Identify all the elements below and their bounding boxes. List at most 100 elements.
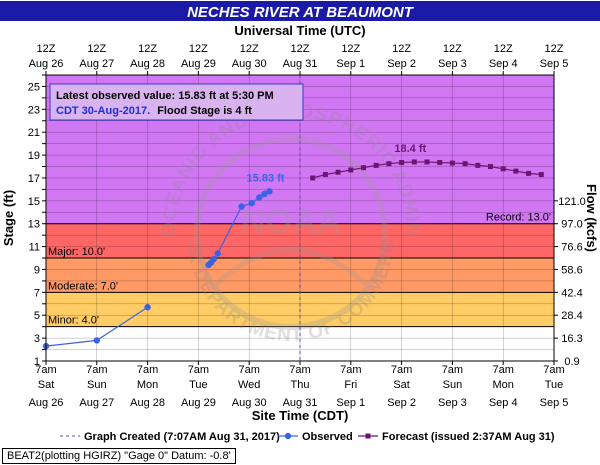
- left-tick-label: 13: [28, 219, 40, 231]
- bottom-tick-day: Wed: [238, 379, 260, 391]
- svg-text:CDT 30-Aug-2017. Flood S: CDT 30-Aug-2017. Flood Stage is 4 ft: [56, 105, 252, 117]
- right-tick-label: 121.0: [558, 196, 586, 208]
- top-tick-label: 12Z: [291, 43, 310, 55]
- forecast-point: [449, 160, 455, 166]
- forecast-point: [500, 166, 506, 172]
- top-tick-date: Aug 29: [181, 58, 216, 70]
- left-tick-label: 11: [29, 242, 40, 254]
- bottom-tick-time: 7am: [86, 364, 107, 376]
- forecast-point: [462, 161, 468, 167]
- info-box-date: CDT 30-Aug-2017.: [56, 105, 150, 117]
- bottom-tick-day: Thu: [291, 379, 310, 391]
- bottom-tick-date: Aug 29: [181, 397, 216, 409]
- right-tick-label: 97.0: [561, 219, 582, 231]
- forecast-point: [411, 159, 417, 165]
- bottom-tick-day: Tue: [189, 379, 208, 391]
- bottom-tick-date: Sep 3: [438, 397, 467, 409]
- bottom-tick-day: Mon: [137, 379, 158, 391]
- forecast-point: [424, 159, 430, 165]
- bottom-tick-day: Fri: [344, 379, 357, 391]
- right-tick-label: 0.9: [564, 356, 579, 368]
- bottom-tick-time: 7am: [340, 364, 361, 376]
- bottom-tick-day: Sat: [38, 379, 55, 391]
- legend-observed: Observed: [302, 431, 353, 443]
- forecast-point: [348, 167, 354, 173]
- left-tick-label: 25: [28, 81, 40, 93]
- right-tick-label: 28.4: [561, 310, 582, 322]
- observed-point: [261, 190, 268, 198]
- left-tick-label: 5: [34, 310, 40, 322]
- observed-point: [214, 250, 221, 257]
- observed-point: [238, 203, 245, 210]
- top-tick-date: Aug 28: [130, 58, 165, 70]
- bottom-tick-time: 7am: [543, 364, 564, 376]
- bottom-tick-time: 7am: [188, 364, 209, 376]
- top-tick-label: 12Z: [87, 43, 106, 55]
- forecast-point: [373, 162, 379, 168]
- bottom-tick-time: 7am: [391, 364, 412, 376]
- right-tick-label: 42.4: [561, 287, 582, 299]
- title-bar: [0, 1, 600, 21]
- left-tick-label: 3: [34, 333, 40, 345]
- forecast-point: [335, 169, 341, 175]
- left-tick-label: 1: [34, 356, 40, 368]
- top-axis-title: Universal Time (UTC): [234, 23, 365, 38]
- threshold-label-record: Record: 13.0': [486, 212, 551, 224]
- right-tick-label: 16.3: [561, 333, 582, 345]
- top-tick-date: Aug 27: [79, 58, 114, 70]
- observed-point: [144, 304, 151, 311]
- legend-forecast: Forecast (issued 2:37AM Aug 31): [382, 431, 555, 443]
- top-tick-label: 12Z: [138, 43, 157, 55]
- forecast-point: [526, 170, 532, 176]
- forecast-point: [488, 164, 493, 170]
- legend: Graph Created (7:07AM Aug 31, 2017) Obse…: [60, 431, 555, 443]
- left-tick-label: 21: [28, 127, 40, 139]
- top-tick-label: 12Z: [545, 43, 564, 55]
- observed-point: [256, 194, 263, 201]
- top-tick-date: Aug 30: [232, 58, 267, 70]
- bottom-tick-time: 7am: [238, 364, 259, 376]
- forecast-point: [437, 160, 443, 166]
- right-tick-label: 58.6: [561, 264, 582, 276]
- bottom-tick-date: Aug 27: [79, 397, 114, 409]
- forecast-point: [361, 165, 366, 171]
- top-tick-date: Aug 31: [283, 58, 318, 70]
- forecast-peak-label: 18.4 ft: [394, 143, 426, 155]
- top-tick-label: 12Z: [37, 43, 56, 55]
- forecast-point: [322, 172, 328, 178]
- top-tick-label: 12Z: [189, 43, 208, 55]
- bottom-tick-day: Sun: [87, 379, 107, 391]
- chart-title: NECHES RIVER AT BEAUMONT: [187, 4, 415, 21]
- bottom-tick-date: Aug 31: [283, 397, 318, 409]
- top-tick-date: Aug 26: [29, 58, 64, 70]
- right-tick-label: 76.6: [561, 242, 582, 254]
- left-tick-label: 7: [34, 287, 40, 299]
- bottom-tick-date: Aug 28: [130, 397, 165, 409]
- top-tick-label: 12Z: [240, 43, 259, 55]
- bottom-tick-time: 7am: [492, 364, 513, 376]
- info-box-line1: Latest observed value: 15.83 ft at 5:30 …: [56, 90, 274, 102]
- bottom-tick-day: Sun: [443, 379, 463, 391]
- flood-band-major: [46, 223, 554, 259]
- observed-point: [93, 337, 101, 344]
- forecast-point: [399, 160, 405, 166]
- top-tick-date: Sep 2: [387, 58, 416, 70]
- info-box-flood-stage: Flood Stage is 4 ft: [157, 105, 252, 117]
- observed-point: [210, 255, 217, 263]
- threshold-label-moderate: Moderate: 7.0': [48, 280, 118, 292]
- top-tick-label: 12Z: [443, 43, 462, 55]
- bottom-tick-time: 7am: [289, 364, 310, 376]
- legend-graph-created: Graph Created (7:07AM Aug 31, 2017): [84, 431, 280, 443]
- observed-peak-label: 15.83 ft: [247, 172, 285, 184]
- top-tick-date: Sep 3: [438, 58, 467, 70]
- forecast-point: [310, 175, 316, 181]
- forecast-point: [475, 162, 481, 168]
- left-tick-label: 19: [28, 150, 40, 162]
- top-tick-label: 12Z: [392, 43, 411, 55]
- top-tick-label: 12Z: [494, 43, 513, 55]
- bottom-tick-date: Sep 5: [540, 397, 569, 409]
- left-tick-label: 15: [28, 196, 40, 208]
- right-axis-title: Flow (kcfs): [584, 184, 599, 252]
- left-tick-label: 17: [28, 173, 40, 185]
